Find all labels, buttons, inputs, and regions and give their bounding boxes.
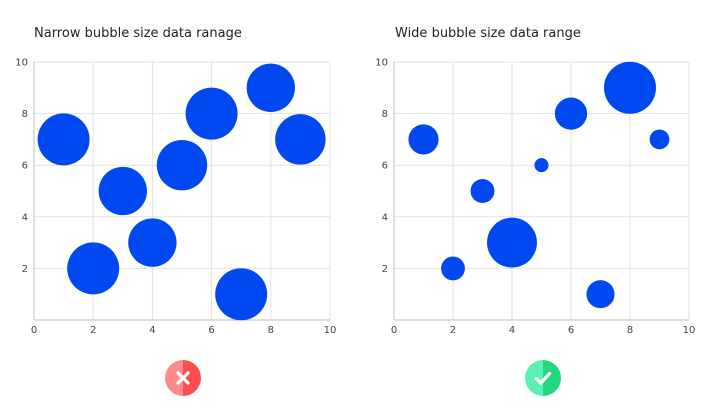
- y-tick-label: 10: [15, 58, 28, 69]
- x-tick-label: 8: [627, 325, 633, 336]
- chart-title: Wide bubble size data range: [395, 26, 581, 41]
- bubble: [215, 268, 268, 321]
- x-tick-label: 6: [568, 325, 574, 336]
- bubble: [408, 124, 439, 155]
- x-tick-label: 4: [149, 325, 155, 336]
- x-icon: [176, 371, 190, 385]
- x-tick-label: 0: [391, 325, 397, 336]
- bubble: [246, 63, 295, 112]
- bubble-series: [37, 63, 326, 321]
- badge-left-half: [525, 360, 543, 396]
- bubble: [98, 166, 147, 216]
- y-tick-label: 6: [22, 161, 28, 172]
- x-tick-label: 8: [268, 325, 274, 336]
- y-tick-label: 2: [382, 264, 388, 275]
- x-tick-label: 10: [324, 325, 337, 336]
- y-tick-label: 4: [382, 212, 388, 223]
- bubble-series: [408, 61, 670, 309]
- badge-right-half: [543, 360, 561, 396]
- y-tick-label: 6: [382, 161, 388, 172]
- bubble: [470, 179, 495, 203]
- bubble: [37, 113, 90, 166]
- bubble: [604, 61, 656, 114]
- x-tick-label: 0: [31, 325, 37, 336]
- bubble: [128, 218, 177, 267]
- y-tick-label: 10: [375, 58, 388, 69]
- bubble: [441, 256, 465, 281]
- bubble: [185, 87, 238, 140]
- bubble: [67, 242, 120, 295]
- x-tick-label: 2: [90, 325, 96, 336]
- x-tick-label: 2: [450, 325, 456, 336]
- bubble: [554, 97, 588, 130]
- y-tick-label: 4: [22, 212, 28, 223]
- badge-left-half: [165, 360, 183, 396]
- status-badge-correct: [525, 360, 561, 396]
- bubble: [649, 129, 670, 150]
- bubble: [275, 114, 326, 165]
- chart-title: Narrow bubble size data ranage: [34, 26, 242, 41]
- grid: [34, 61, 331, 320]
- y-tick-label: 8: [22, 109, 28, 120]
- x-tick-label: 6: [208, 325, 214, 336]
- bubble: [586, 280, 615, 309]
- y-tick-label: 2: [22, 264, 28, 275]
- bubble: [534, 158, 549, 173]
- badge-right-half: [183, 360, 201, 396]
- x-tick-label: 4: [509, 325, 515, 336]
- bubble: [487, 217, 537, 268]
- check-icon: [534, 371, 552, 385]
- x-tick-label: 10: [683, 325, 696, 336]
- bubble: [156, 139, 208, 191]
- y-tick-label: 8: [382, 109, 388, 120]
- status-badge-incorrect: [165, 360, 201, 396]
